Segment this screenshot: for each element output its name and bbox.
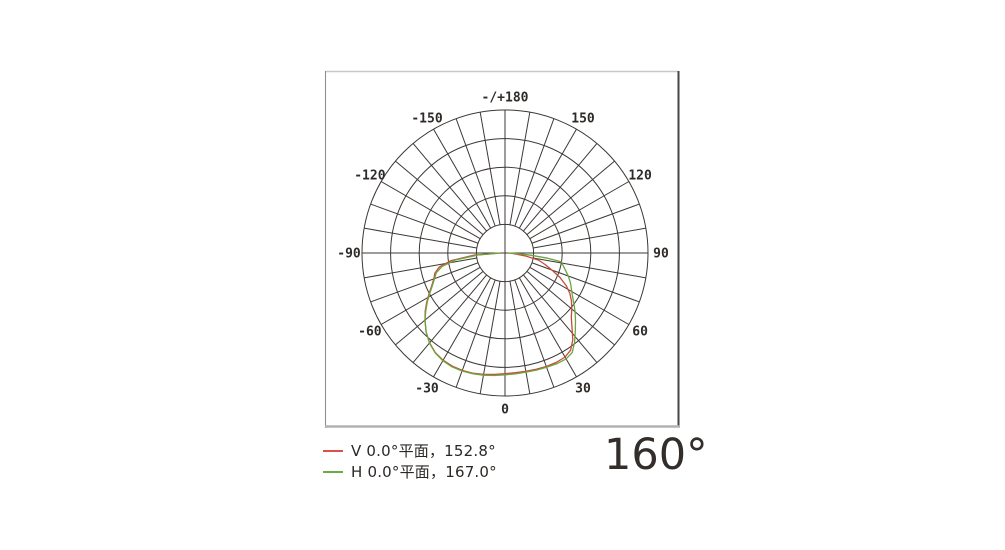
curve-h-plane [424, 252, 577, 377]
grid-spoke [433, 128, 492, 229]
grid-spoke [518, 128, 577, 229]
grid-spoke [370, 203, 479, 244]
angle-label: -150 [411, 111, 442, 126]
grid-spoke [479, 281, 501, 394]
grid-spoke [514, 118, 555, 227]
angle-label: 150 [571, 111, 595, 126]
angle-label: 90 [653, 247, 669, 262]
grid-spoke [523, 274, 598, 363]
grid-spoke [380, 266, 481, 325]
grid-spoke [514, 279, 555, 388]
grid-spoke [531, 203, 640, 244]
grid-spoke [526, 271, 615, 346]
legend-label-v: V 0.0°平面，152.8° [351, 442, 496, 460]
legend-item-v-plane: V 0.0°平面，152.8° [323, 440, 497, 461]
grid-spoke [364, 227, 477, 249]
angle-label: -60 [358, 325, 382, 340]
legend-item-h-plane: H 0.0°平面，167.0° [323, 461, 497, 482]
legend-line-icon-h [323, 470, 343, 473]
angle-label: 60 [632, 325, 648, 340]
angle-label: 0 [501, 403, 509, 418]
grid-spoke [455, 118, 496, 227]
grid-spoke [370, 262, 479, 303]
angle-label: -30 [415, 382, 439, 397]
grid-spoke [523, 143, 598, 232]
angle-label: 30 [575, 382, 591, 397]
beam-angle-value: 160° [604, 430, 708, 480]
grid-spoke [395, 160, 484, 235]
angle-label: -120 [354, 169, 385, 184]
legend: V 0.0°平面，152.8° H 0.0°平面，167.0° [323, 440, 497, 482]
grid-spoke [533, 257, 646, 279]
grid-spoke [455, 279, 496, 388]
grid-spoke [412, 274, 487, 363]
grid-spoke [529, 181, 630, 240]
grid-spoke [526, 160, 615, 235]
curve-v-plane [424, 252, 574, 376]
grid-spoke [533, 227, 646, 249]
grid-spoke [395, 271, 484, 346]
grid-spoke [412, 143, 487, 232]
grid-spoke [509, 281, 531, 394]
grid-spoke [364, 257, 477, 279]
grid-spoke [518, 277, 577, 378]
legend-line-icon-v [323, 449, 343, 452]
grid-spoke [479, 112, 501, 225]
angle-label: -90 [337, 247, 361, 262]
angle-label: -/+180 [482, 91, 529, 106]
legend-label-h: H 0.0°平面，167.0° [351, 463, 497, 481]
grid-spoke [509, 112, 531, 225]
angle-label: 120 [628, 169, 652, 184]
grid-spoke [531, 262, 640, 303]
grid-spoke [380, 181, 481, 240]
grid-spoke [529, 266, 630, 325]
